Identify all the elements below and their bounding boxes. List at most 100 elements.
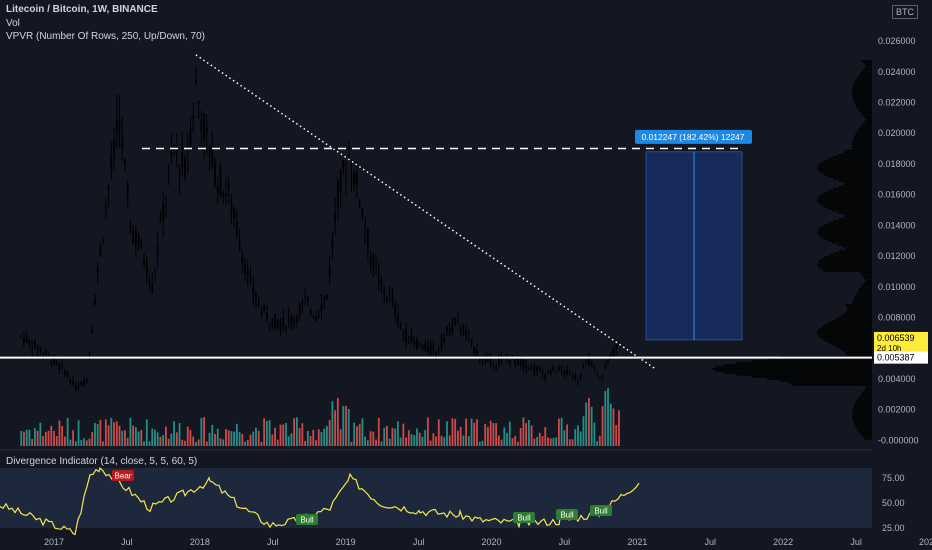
volume-bar (249, 434, 252, 446)
indicator-legend: Divergence Indicator (14, close, 5, 5, 6… (6, 456, 198, 467)
candle-body (347, 155, 350, 158)
volume-bar (203, 417, 206, 446)
candle-body (148, 279, 151, 285)
candle-body (549, 369, 552, 374)
vpvr-row (852, 302, 872, 304)
volume-bar (96, 424, 99, 446)
candle-body (514, 359, 517, 364)
vpvr-row (860, 286, 872, 288)
volume-bar (601, 406, 604, 446)
x-tick-label: Jul (267, 537, 279, 547)
volume-bar (574, 429, 577, 446)
volume-bar (181, 439, 184, 446)
vpvr-row (817, 330, 872, 332)
volume-bar (541, 436, 544, 446)
vpvr-row (817, 264, 872, 266)
candle-body (61, 364, 64, 366)
vpvr-row (838, 186, 872, 188)
volume-bar (432, 433, 435, 446)
candle-body (25, 336, 28, 343)
candle-body (467, 335, 470, 337)
divergence-badge-bg (296, 514, 318, 525)
candle-body (579, 374, 582, 379)
x-tick-label: Jul (559, 537, 571, 547)
vpvr-row (823, 238, 872, 240)
volume-bar (36, 430, 39, 446)
candle-body (399, 323, 402, 327)
volume-bar (118, 425, 121, 446)
volume-bar (538, 432, 541, 446)
vpvr-row (852, 410, 872, 412)
volume-bar (312, 429, 315, 446)
volume-bar (205, 441, 208, 446)
candle-body (208, 146, 211, 158)
candle-body (200, 121, 203, 131)
vpvr-row (751, 376, 872, 378)
vpvr-row (827, 158, 872, 160)
time-axis: 2017 Jul 2018 Jul 2019 Jul 2020 Jul 2021 Jul 2022 J… (44, 537, 932, 547)
vpvr-row (860, 112, 872, 114)
volume-bar (148, 441, 151, 446)
vpvr-row (863, 122, 872, 124)
candle-body (320, 302, 323, 312)
candle-body (80, 381, 83, 386)
candle-body (323, 297, 326, 300)
candle-body (585, 360, 588, 363)
candle-body (301, 300, 304, 306)
candle-body (577, 381, 579, 383)
vpvr-row (843, 152, 872, 154)
vpvr-row (853, 298, 872, 300)
volume-bar (383, 427, 386, 446)
volume-bar (326, 426, 328, 446)
vpvr-row (854, 424, 872, 426)
volume-bar (265, 420, 268, 446)
volume-bar (55, 436, 58, 446)
currency-badge[interactable]: BTC (892, 5, 918, 19)
volume-bar (197, 439, 200, 446)
vpvr-row (863, 390, 872, 392)
volume-bar (607, 388, 609, 446)
candle-body (563, 370, 566, 375)
candle-body (478, 358, 481, 361)
vpvr-row (857, 398, 872, 400)
vpvr-row (859, 288, 872, 290)
volume-bar (99, 419, 102, 446)
symbol-title: Litecoin / Bitcoin, 1W, BINANCE (6, 4, 158, 15)
candle-body (271, 318, 274, 328)
candle-body (538, 367, 541, 370)
candle-body (140, 239, 143, 247)
volume-bar (145, 419, 148, 446)
candle-body (375, 265, 377, 267)
candle-body (203, 113, 206, 140)
volume-bar (290, 433, 293, 446)
volume-bar (143, 441, 145, 446)
candle-body (159, 217, 162, 222)
vpvr-row (863, 282, 872, 284)
vpvr-row (837, 154, 872, 156)
y-tick-label: 0.026000 (878, 36, 916, 46)
candle-body (530, 365, 533, 367)
candle-body (192, 115, 195, 119)
vpvr-row (824, 340, 872, 342)
vpvr-row (820, 226, 872, 228)
vpvr-row (821, 338, 872, 340)
vpvr-row (852, 408, 872, 410)
volume-bar (241, 434, 244, 446)
vpvr-row (823, 206, 872, 208)
vpvr-row (852, 412, 872, 414)
volume-bar (416, 428, 418, 446)
vpvr-row (788, 382, 872, 384)
vpvr-row (837, 244, 872, 246)
volume-bar (361, 418, 364, 446)
vpvr-row (833, 220, 872, 222)
volume-bar (530, 425, 533, 446)
volume-bar (429, 440, 432, 446)
x-tick-label: 2019 (336, 537, 356, 547)
candle-body (336, 180, 339, 210)
vpvr-row (832, 178, 872, 180)
rsi-tick-label: 25.00 (882, 523, 905, 533)
volume-bar (555, 437, 558, 446)
current-price: 0.006539 (877, 333, 915, 343)
vpvr-row (845, 304, 872, 306)
